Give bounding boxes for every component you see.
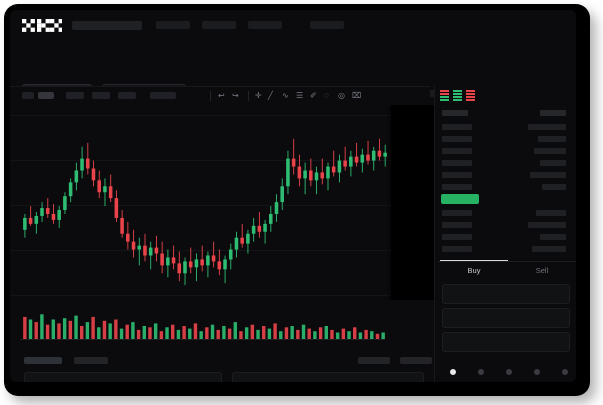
market-toolbar: Spot Trading [10, 40, 576, 103]
toolbar-divider-2 [248, 91, 249, 101]
tab-buy[interactable]: Buy [467, 266, 481, 275]
volume-series [23, 314, 385, 339]
trendline-icon[interactable]: ╱ [268, 91, 273, 100]
orderbook-bid-amount [532, 246, 566, 252]
order-price-field[interactable] [442, 284, 570, 304]
candlestick-series [23, 138, 387, 286]
nav-item-5[interactable] [310, 21, 344, 29]
nav-item-3[interactable] [202, 21, 236, 29]
interval-pill-5[interactable] [118, 92, 136, 99]
chart-gridline [10, 115, 430, 116]
fib-icon[interactable]: ☰ [296, 91, 304, 100]
interval-pill-1[interactable] [22, 92, 34, 99]
orderbook-col-price [442, 110, 468, 116]
interval-pill-4[interactable] [92, 92, 110, 99]
orderbook-ask-row[interactable] [442, 124, 472, 130]
brush-icon[interactable]: ✐ [310, 91, 317, 100]
bottom-tab-assets[interactable] [400, 357, 432, 364]
nav-item-1[interactable] [72, 21, 142, 30]
volume-baseline [20, 339, 385, 340]
orderbook-col-amount [540, 110, 566, 116]
chart-gridline [10, 250, 430, 251]
orderbook-bid-row[interactable] [442, 210, 472, 216]
orderbook-ask-row[interactable] [442, 172, 472, 178]
tab-buy-underline [440, 260, 508, 261]
orderbook-view-asks-icon[interactable] [466, 90, 475, 101]
price-chart[interactable] [10, 105, 430, 305]
orderbook-ask-row[interactable] [442, 184, 472, 190]
chart-right-overlay [391, 105, 435, 300]
orderbook-bid-amount [536, 210, 566, 216]
eye-icon[interactable]: ◎ [338, 91, 345, 100]
crosshair-icon[interactable]: ✛ [255, 91, 262, 100]
interval-pill-6[interactable] [150, 92, 176, 99]
order-amount-field[interactable] [442, 308, 570, 328]
orderbook-ask-amount [538, 136, 566, 142]
orderbook-bid-row[interactable] [442, 246, 472, 252]
orderbook-ask-row[interactable] [442, 148, 472, 154]
bottom-tab-bar [10, 352, 432, 368]
pagination-dot-3[interactable] [506, 369, 512, 375]
toolbar-divider [210, 91, 211, 101]
nav-item-4[interactable] [248, 21, 282, 29]
tab-sell[interactable]: Sell [535, 266, 549, 275]
volume-chart [10, 305, 430, 350]
orderbook-bid-amount [528, 222, 566, 228]
orderbook-ask-row[interactable] [442, 136, 472, 142]
pagination-dot-4[interactable] [534, 369, 540, 375]
trash-icon[interactable]: ⌧ [352, 91, 362, 100]
trade-tabs-divider [438, 261, 576, 262]
orderbook-bid-amount [540, 234, 566, 240]
order-total-field[interactable] [442, 332, 570, 352]
pagination-dot-1[interactable] [450, 369, 456, 375]
bottom-tab-open-orders[interactable] [24, 357, 62, 364]
orderbook-ask-amount [540, 160, 566, 166]
orderbook-view-both-icon[interactable] [440, 90, 449, 101]
chart-gridline [10, 160, 430, 161]
bottom-tab-trade-history[interactable] [358, 357, 390, 364]
orderbook-ask-amount [528, 124, 566, 130]
pagination-dot-5[interactable] [562, 369, 568, 375]
orderbook-ask-row[interactable] [442, 160, 472, 166]
chart-toolbar: ↩ ↪ ✛ ╱ ∿ ☰ ✐ ◌ ◎ ⌧ [10, 86, 430, 106]
interval-pill-3[interactable] [66, 92, 84, 99]
bottom-panel-left[interactable] [24, 372, 222, 382]
tablet-screen: Spot Trading ↩ ↪ [10, 10, 576, 382]
okx-logo-icon[interactable] [22, 19, 62, 32]
orderbook-ask-amount [534, 148, 566, 154]
orderbook-bid-row[interactable] [442, 234, 472, 240]
magnet-icon[interactable]: ◌ [324, 91, 329, 100]
orderbook-bid-row[interactable] [442, 222, 472, 228]
chart-gridline [10, 205, 430, 206]
orderbook-spread-highlight [441, 194, 479, 204]
pagination-dot-2[interactable] [478, 369, 484, 375]
top-navigation-bar [10, 10, 576, 40]
redo-icon[interactable]: ↪ [232, 91, 239, 100]
orderbook-ask-amount [530, 172, 566, 178]
bottom-tab-order-history[interactable] [74, 357, 108, 364]
nav-item-2[interactable] [156, 21, 190, 29]
orderbook-ask-amount [542, 184, 566, 190]
undo-icon[interactable]: ↩ [218, 91, 225, 100]
wave-icon[interactable]: ∿ [282, 91, 289, 100]
pagination-dots [442, 367, 572, 377]
chart-gridline [10, 295, 430, 296]
interval-pill-2[interactable] [38, 92, 54, 99]
bottom-panel-right[interactable] [232, 372, 424, 382]
orderbook-view-bids-icon[interactable] [453, 90, 462, 101]
